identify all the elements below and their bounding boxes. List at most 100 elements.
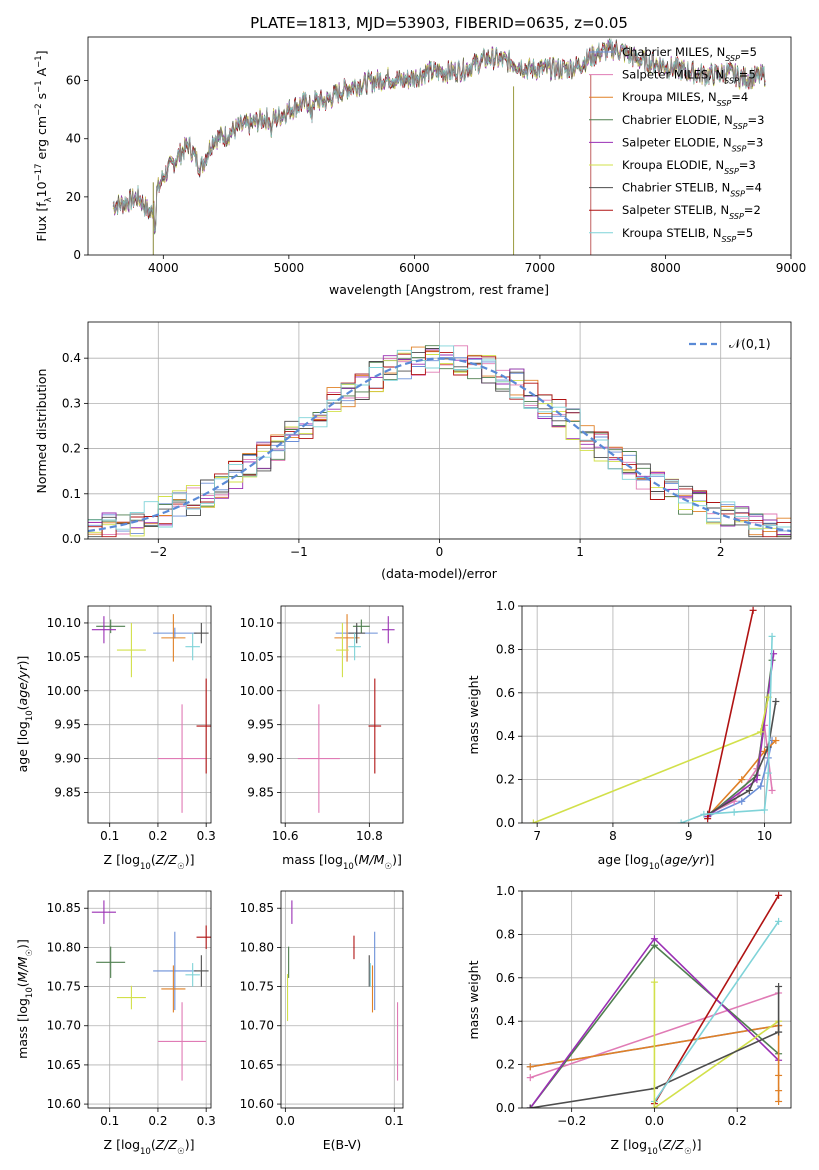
legend-nssp: 2 (753, 203, 760, 217)
legend-name: Salpeter STELIB (622, 203, 713, 217)
y-tick-label: 0.0 (496, 1101, 515, 1115)
axes-mass_vs_ebv: 0.0 0.1 10.60 10.65 10.70 10.75 10.80 10.85 (240, 890, 404, 1128)
label-part: 10 (140, 1147, 151, 1157)
plot-area (88, 891, 211, 1108)
x-tick-label: 0.2 (148, 1114, 167, 1128)
x-axis-label: wavelength [Angstrom, rest frame] (329, 282, 549, 297)
mass-weight-line (680, 636, 773, 823)
legend-nssp: 5 (746, 226, 753, 240)
x-tick-label: 8000 (650, 261, 681, 275)
data-spectrum-line (112, 41, 766, 231)
y-tick-label: 10.80 (240, 940, 274, 954)
legend-name: Chabrier MILES (622, 45, 709, 59)
label-part: ( (151, 1137, 156, 1152)
legend-sep: , N (713, 203, 729, 217)
label-part: Flux [f (34, 202, 49, 242)
x-axis-label: Z [log10(Z/Z☉)] (104, 1137, 195, 1157)
y-tick-label: 9.95 (247, 718, 274, 732)
x-tick-label: 0.0 (276, 1114, 295, 1128)
legend-entry: Salpeter STELIB, NSSP=2 (622, 203, 761, 221)
label-part: 10 (649, 862, 660, 872)
legend-eq: = (739, 68, 749, 82)
axes-mass_vs_Z: 0.1 0.2 0.3 10.60 10.65 10.70 10.75 10.80 10.85 (47, 890, 216, 1128)
x-tick-label: 0.2 (728, 1114, 747, 1128)
x-tick-label: 6000 (399, 261, 430, 275)
legend-entry: Salpeter ELODIE, NSSP=3 (622, 135, 763, 153)
legend-eq: = (745, 181, 755, 195)
y-axis-label: mass weight (466, 960, 481, 1039)
y-tick-label: 0.8 (496, 927, 515, 941)
legend-name: Chabrier ELODIE (622, 113, 717, 127)
label-part: ☉ (177, 1147, 185, 1157)
legend-eq: = (744, 203, 754, 217)
legend-sep: , N (714, 181, 730, 195)
y-tick-label: 0 (73, 248, 81, 262)
axes-frame (87, 36, 792, 256)
y-tick-label: 1.0 (496, 884, 515, 898)
y-tick-label: 10.65 (240, 1058, 274, 1072)
x-tick-label: 5000 (274, 261, 305, 275)
y-tick-label: 0.2 (496, 773, 515, 787)
y-axis-label: mass [log10(M/M☉)] (15, 939, 35, 1059)
grid (281, 891, 403, 1108)
label-part: Z/Z (155, 1137, 178, 1152)
legend-entry: Kroupa MILES, NSSP=4 (622, 90, 748, 108)
y-tick-label: 10.10 (47, 616, 81, 630)
label-part: −1 (34, 55, 44, 68)
legend-entry: Kroupa STELIB, NSSP=5 (622, 226, 753, 244)
y-tick-label: 0.0 (62, 532, 81, 546)
axes-frame (87, 605, 212, 824)
x-tick-label: 0.3 (197, 829, 216, 843)
legend-nssp: 4 (755, 181, 762, 195)
legend-sub: SSP (724, 167, 739, 176)
axes-frame (87, 890, 212, 1109)
label-part: Z/Z (155, 852, 178, 867)
legend-name: Salpeter ELODIE (622, 135, 716, 149)
label-part: −1 (34, 80, 44, 93)
label-part: ( (658, 1137, 663, 1152)
x-tick-label: 9000 (776, 261, 807, 275)
legend-eq: = (739, 158, 749, 172)
label-part: )] (705, 852, 715, 867)
plot-area (281, 891, 403, 1108)
plot-area (88, 322, 791, 539)
label-part: erg cm (34, 116, 49, 164)
legend-nssp: 5 (750, 45, 757, 59)
label-part: s (34, 93, 49, 104)
label-part: 10 (647, 1147, 658, 1157)
axes-frame (87, 321, 792, 540)
x-axis-label: Z [log10(Z/Z☉)] (611, 1137, 702, 1157)
legend-nssp: 3 (756, 135, 763, 149)
legend-name: Kroupa MILES (622, 90, 701, 104)
label-part: ( (15, 982, 30, 987)
legend-entry: Salpeter MILES, NSSP=5 (622, 68, 756, 86)
label-part: M/M (359, 852, 385, 867)
y-tick-label: 0.6 (496, 971, 515, 985)
legend-sub: SSP (729, 212, 744, 221)
legend-sep: , N (701, 90, 717, 104)
label-part: 10 (34, 181, 49, 197)
y-tick-label: 10.75 (47, 980, 81, 994)
label-part: −2 (34, 103, 44, 116)
label-part: Z [log (104, 1137, 140, 1152)
plot-area (88, 606, 211, 823)
y-tick-label: 10.85 (47, 901, 81, 915)
x-tick-label: 7000 (525, 261, 556, 275)
y-tick-label: 0.3 (62, 396, 81, 410)
y-tick-label: 10.65 (47, 1058, 81, 1072)
mass-weight-line (707, 701, 777, 815)
x-axis-label: Z [log10(Z/Z☉)] (104, 852, 195, 872)
y-tick-label: 60 (66, 74, 81, 88)
grid (88, 606, 211, 823)
legend-eq: = (740, 45, 750, 59)
y-tick-label: 9.90 (247, 752, 274, 766)
y-tick-label: 40 (66, 132, 81, 146)
legend-eq: = (746, 135, 756, 149)
y-tick-label: 0.4 (496, 1014, 515, 1028)
y-tick-label: 0.6 (496, 686, 515, 700)
legend-entry: Chabrier ELODIE, NSSP=3 (622, 113, 764, 131)
y-tick-label: 10.85 (240, 901, 274, 915)
legend-sep: , N (708, 68, 724, 82)
x-tick-label: −2 (149, 545, 167, 559)
